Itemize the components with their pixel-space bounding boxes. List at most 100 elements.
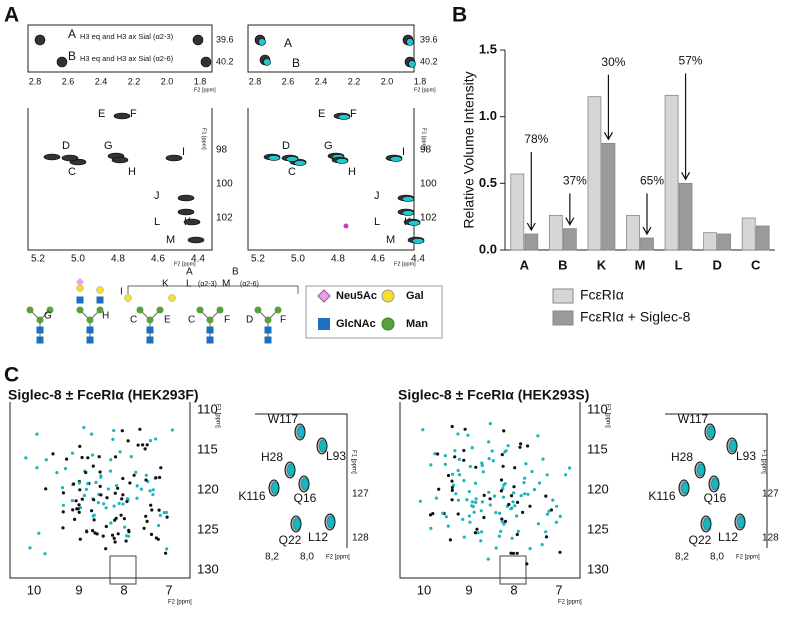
peak: [142, 526, 146, 530]
peak: [443, 454, 447, 458]
peak: [132, 473, 136, 477]
arrow: [681, 73, 691, 181]
peak: [129, 455, 133, 459]
y-tick-label: 1.0: [479, 108, 497, 123]
glycan-label: C: [130, 315, 137, 326]
glycan-label: (α2-3): [198, 281, 217, 288]
peak-label: H: [128, 166, 136, 178]
axis-label: F1 [ppm]: [604, 404, 610, 428]
peak: [149, 532, 154, 537]
glcnac-symbol: [36, 336, 44, 344]
peak: [467, 514, 471, 518]
peak: [491, 459, 495, 463]
peak: [92, 518, 96, 522]
annotation: 37%: [563, 174, 587, 188]
peak: [498, 511, 502, 515]
peak: [90, 432, 94, 436]
spectrum-frame: [27, 108, 213, 251]
glcnac-symbol: [206, 336, 214, 344]
peak: [407, 220, 421, 226]
peak: [568, 466, 572, 470]
x-tick-label: 2.6: [282, 76, 295, 86]
peak-label: L93: [326, 449, 346, 463]
peak: [144, 478, 148, 482]
bar: [548, 214, 563, 251]
peak: [466, 433, 470, 437]
peak: [490, 449, 494, 453]
y-tick-label: 98: [216, 145, 228, 156]
panel-letter: C: [4, 364, 19, 387]
peak: [145, 443, 149, 447]
peak: [76, 507, 80, 511]
peak: [437, 487, 441, 491]
peak: [457, 457, 461, 461]
peak: [513, 466, 517, 470]
peak: [511, 500, 515, 504]
peak: [482, 493, 486, 497]
peak: [509, 507, 513, 511]
peak: [121, 502, 125, 506]
peak-label: H28: [261, 450, 283, 464]
peak: [192, 34, 204, 46]
peak: [503, 450, 507, 454]
peak: [501, 486, 505, 491]
y-tick-label: 130: [587, 561, 609, 576]
x-tick-label: 8,0: [710, 552, 724, 563]
y-tick-label: 40.2: [216, 56, 234, 66]
peak: [510, 536, 514, 540]
peak: [44, 458, 48, 462]
peak: [555, 504, 559, 508]
man-symbol: [146, 316, 154, 324]
peak: [540, 543, 544, 547]
peak: [335, 158, 349, 164]
peak-label: G: [104, 140, 113, 152]
peak: [164, 510, 168, 515]
peak: [711, 477, 719, 491]
panel-letter: B: [452, 4, 467, 27]
peak: [117, 501, 121, 506]
y-tick-label: 127: [762, 489, 779, 500]
peak: [118, 450, 122, 454]
peak: [499, 489, 503, 493]
peak: [456, 468, 460, 473]
peak: [165, 154, 183, 162]
glycan-label: F: [224, 315, 230, 326]
peak-label: K116: [648, 489, 675, 503]
spectrum-title: Siglec-8 ± FceRIα (HEK293S): [398, 387, 589, 403]
peak: [145, 519, 149, 524]
peak: [86, 456, 90, 460]
peak: [487, 457, 491, 461]
man-symbol: [96, 306, 104, 314]
x-tick-label: 10: [417, 582, 431, 597]
peak-note: H3 eq and H3 ax Sial (α2-6): [80, 54, 174, 63]
peak: [148, 489, 152, 493]
peak: [519, 442, 523, 446]
x-tick-label: 1.8: [414, 76, 427, 86]
peak: [456, 432, 460, 436]
peak-label: I: [182, 146, 185, 158]
peak: [457, 473, 462, 477]
x-tick-label: D: [712, 257, 721, 272]
glycan-label: H: [102, 311, 109, 322]
annotation: 57%: [679, 54, 703, 68]
peak: [506, 444, 510, 448]
peak: [82, 493, 86, 498]
peak: [703, 517, 711, 531]
peak-label: D: [62, 140, 70, 152]
glcnac-symbol: [146, 326, 154, 334]
peak-label: C: [288, 166, 296, 178]
peak: [187, 236, 205, 244]
peak: [108, 469, 112, 473]
gal-symbol: [168, 294, 176, 302]
peak: [85, 530, 89, 534]
peak: [451, 472, 455, 476]
peak: [470, 504, 474, 508]
peak-label: L93: [736, 449, 756, 463]
peak: [158, 475, 162, 480]
peak: [319, 439, 327, 453]
peak: [177, 208, 195, 216]
peak-label: G: [324, 140, 333, 152]
peak: [503, 482, 507, 486]
legend-label: GlcNAc: [336, 318, 376, 330]
peak-note: H3 eq and H3 ax Sial (α2-3): [80, 32, 174, 41]
